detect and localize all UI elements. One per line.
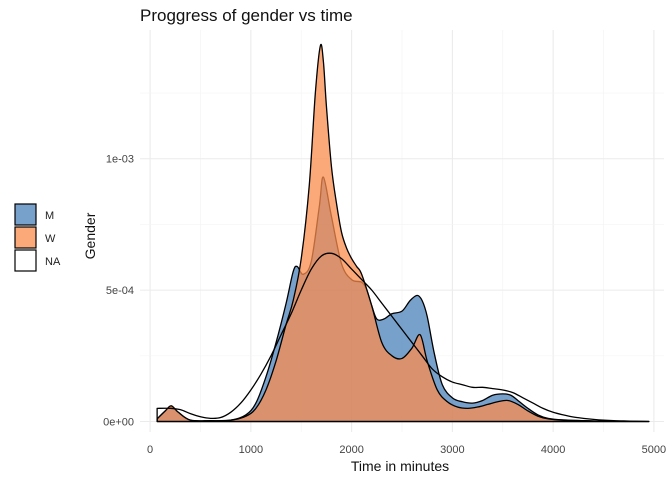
legend: MW NA: [14, 203, 61, 272]
chart-title: Proggress of gender vs time: [140, 6, 353, 25]
legend-label-w: W: [45, 233, 56, 245]
plot-area: [156, 43, 650, 423]
x-tick-label: 0: [147, 444, 153, 456]
x-tick-label: 2000: [339, 444, 363, 456]
density-area-w: [156, 43, 650, 423]
y-tick-label: 0e+00: [103, 416, 134, 428]
x-tick-label: 3000: [440, 444, 464, 456]
x-axis-ticks: 0 1000 2000 3000 4000 5000: [147, 444, 666, 456]
y-axis-ticks: 0e+00 5e-04 1e-03: [103, 154, 134, 429]
density-area-na: [156, 252, 650, 423]
y-tick-label: 1e-03: [106, 154, 134, 166]
x-tick-label: 1000: [239, 444, 263, 456]
legend-label-m: M: [45, 210, 54, 222]
legend-key-w: [14, 226, 37, 249]
legend-label-na: NA: [45, 256, 61, 268]
x-tick-label: 5000: [642, 444, 666, 456]
legend-key-na: [14, 249, 37, 272]
legend-key-m: [14, 203, 37, 226]
y-tick-label: 5e-04: [106, 285, 134, 297]
y-axis-label: Gender: [82, 212, 98, 259]
x-axis-label: Time in minutes: [351, 458, 449, 474]
x-tick-label: 4000: [541, 444, 565, 456]
